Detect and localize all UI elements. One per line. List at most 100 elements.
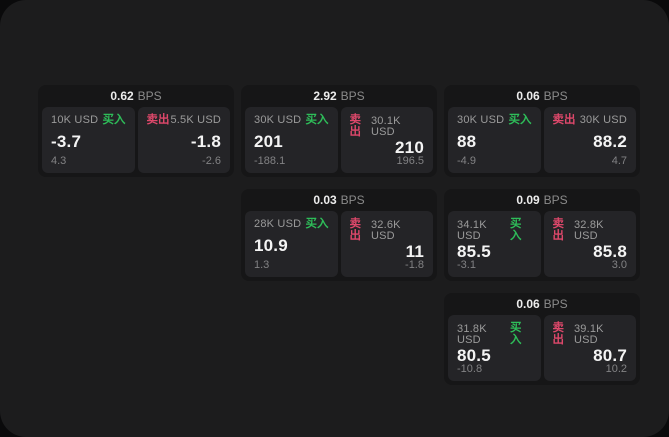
- card-body: 31.8K USD 买入 80.5 -10.8 卖出 39.1K USD 80.…: [444, 315, 640, 385]
- sell-cell[interactable]: 卖出 30.1K USD 210 196.5: [340, 107, 433, 173]
- buy-cell-top: 30K USD 买入: [254, 114, 329, 127]
- buy-cell-top: 34.1K USD 买入: [457, 218, 532, 242]
- sell-side-label: 卖出: [146, 114, 170, 126]
- buy-cell[interactable]: 34.1K USD 买入 85.5 -3.1: [448, 211, 541, 277]
- buy-price-value: 10.9: [254, 235, 288, 255]
- sell-size-label: 39.1K USD: [573, 322, 604, 346]
- sell-delta-value: 3.0: [611, 259, 627, 271]
- sell-cell[interactable]: 卖出 32.6K USD 11 -1.8: [340, 211, 433, 277]
- bps-header: 0.62 BPS: [38, 85, 234, 107]
- sell-size-label: 30K USD: [579, 114, 627, 127]
- buy-delta-value: -188.1: [254, 155, 286, 167]
- sell-delta-value: -1.8: [405, 259, 424, 271]
- sell-cell[interactable]: 卖出 39.1K USD 80.7 10.2: [543, 315, 636, 381]
- sell-delta-value: 4.7: [611, 155, 627, 167]
- sell-side-label: 卖出: [552, 218, 565, 242]
- buy-delta-value: 1.3: [254, 259, 270, 271]
- sell-side-label: 卖出: [552, 114, 576, 126]
- sell-cell-top: 卖出 39.1K USD: [552, 322, 628, 346]
- sell-delta-value: 196.5: [396, 155, 424, 167]
- bps-unit-label: BPS: [543, 193, 568, 207]
- sell-delta-value: 10.2: [605, 363, 627, 375]
- sell-cell-top: 卖出 5.5K USD: [146, 114, 222, 127]
- sell-price-value: 85.8: [593, 241, 627, 261]
- bps-unit-label: BPS: [340, 89, 365, 103]
- buy-side-label: 买入: [305, 114, 329, 126]
- bps-header: 2.92 BPS: [241, 85, 437, 107]
- sell-side-label: 卖出: [349, 114, 362, 138]
- sell-cell-top: 卖出 32.6K USD: [349, 218, 425, 242]
- buy-cell[interactable]: 28K USD 买入 10.9 1.3: [245, 211, 338, 277]
- buy-cell-top: 28K USD 买入: [254, 218, 329, 231]
- sell-cell[interactable]: 卖出 5.5K USD -1.8 -2.6: [137, 107, 230, 173]
- quote-card: 0.06 BPS 31.8K USD 买入 80.5 -10.8 卖出 39.1…: [444, 293, 640, 385]
- sell-size-label: 5.5K USD: [170, 114, 221, 127]
- card-body: 30K USD 买入 201 -188.1 卖出 30.1K USD 210 1…: [241, 107, 437, 177]
- quote-card: 0.09 BPS 34.1K USD 买入 85.5 -3.1 卖出 32.8K…: [444, 189, 640, 281]
- buy-delta-value: -10.8: [457, 363, 483, 375]
- sell-cell[interactable]: 卖出 30K USD 88.2 4.7: [543, 107, 636, 173]
- bps-value: 0.06: [516, 297, 540, 311]
- sell-price-value: -1.8: [190, 131, 221, 151]
- buy-price-value: -3.7: [51, 131, 82, 151]
- sell-cell-top: 卖出 30K USD: [552, 114, 628, 127]
- bps-unit-label: BPS: [340, 193, 365, 207]
- sell-price-value: 80.7: [593, 345, 627, 365]
- quote-card: 0.62 BPS 10K USD 买入 -3.7 4.3 卖出 5.5K USD…: [38, 85, 234, 177]
- buy-side-label: 买入: [305, 218, 329, 230]
- buy-cell-top: 10K USD 买入: [51, 114, 126, 127]
- card-body: 34.1K USD 买入 85.5 -3.1 卖出 32.8K USD 85.8…: [444, 211, 640, 281]
- bps-unit-label: BPS: [137, 89, 162, 103]
- quote-card: 0.06 BPS 30K USD 买入 88 -4.9 卖出 30K USD 8…: [444, 85, 640, 177]
- buy-size-label: 10K USD: [51, 114, 99, 127]
- sell-cell-top: 卖出 32.8K USD: [552, 218, 628, 242]
- bps-unit-label: BPS: [543, 297, 568, 311]
- buy-size-label: 34.1K USD: [457, 218, 487, 242]
- quote-cards-grid: 0.62 BPS 10K USD 买入 -3.7 4.3 卖出 5.5K USD…: [38, 85, 640, 385]
- buy-cell[interactable]: 30K USD 买入 88 -4.9: [448, 107, 541, 173]
- sell-size-label: 32.6K USD: [370, 218, 401, 242]
- sell-size-label: 32.8K USD: [573, 218, 604, 242]
- bps-header: 0.06 BPS: [444, 85, 640, 107]
- buy-price-value: 201: [254, 131, 283, 151]
- buy-side-label: 买入: [510, 218, 522, 242]
- buy-cell-top: 31.8K USD 买入: [457, 322, 532, 346]
- buy-price-value: 80.5: [457, 345, 491, 365]
- sell-side-label: 卖出: [349, 218, 362, 242]
- sell-price-value: 88.2: [593, 131, 627, 151]
- buy-delta-value: -3.1: [457, 259, 476, 271]
- card-body: 28K USD 买入 10.9 1.3 卖出 32.6K USD 11 -1.8: [241, 211, 437, 281]
- buy-size-label: 28K USD: [254, 218, 302, 231]
- sell-cell[interactable]: 卖出 32.8K USD 85.8 3.0: [543, 211, 636, 277]
- sell-delta-value: -2.6: [202, 155, 221, 167]
- buy-cell[interactable]: 10K USD 买入 -3.7 4.3: [42, 107, 135, 173]
- sell-side-label: 卖出: [552, 322, 565, 346]
- card-body: 10K USD 买入 -3.7 4.3 卖出 5.5K USD -1.8 -2.…: [38, 107, 234, 177]
- buy-side-label: 买入: [102, 114, 126, 126]
- bps-value: 0.03: [313, 193, 337, 207]
- bps-value: 0.09: [516, 193, 540, 207]
- buy-delta-value: 4.3: [51, 155, 67, 167]
- sell-price-value: 11: [405, 241, 424, 261]
- bps-value: 0.62: [110, 89, 134, 103]
- buy-cell-top: 30K USD 买入: [457, 114, 532, 127]
- quote-card: 2.92 BPS 30K USD 买入 201 -188.1 卖出 30.1K …: [241, 85, 437, 177]
- sell-size-label: 30.1K USD: [370, 114, 401, 138]
- buy-size-label: 30K USD: [457, 114, 505, 127]
- buy-price-value: 85.5: [457, 241, 491, 261]
- buy-price-value: 88: [457, 131, 477, 151]
- bps-header: 0.09 BPS: [444, 189, 640, 211]
- buy-size-label: 31.8K USD: [457, 322, 487, 346]
- bps-header: 0.03 BPS: [241, 189, 437, 211]
- bps-value: 2.92: [313, 89, 337, 103]
- buy-side-label: 买入: [510, 322, 522, 346]
- buy-size-label: 30K USD: [254, 114, 302, 127]
- bps-header: 0.06 BPS: [444, 293, 640, 315]
- bps-value: 0.06: [516, 89, 540, 103]
- buy-cell[interactable]: 31.8K USD 买入 80.5 -10.8: [448, 315, 541, 381]
- quote-card: 0.03 BPS 28K USD 买入 10.9 1.3 卖出 32.6K US…: [241, 189, 437, 281]
- sell-cell-top: 卖出 30.1K USD: [349, 114, 425, 138]
- buy-cell[interactable]: 30K USD 买入 201 -188.1: [245, 107, 338, 173]
- buy-delta-value: -4.9: [457, 155, 476, 167]
